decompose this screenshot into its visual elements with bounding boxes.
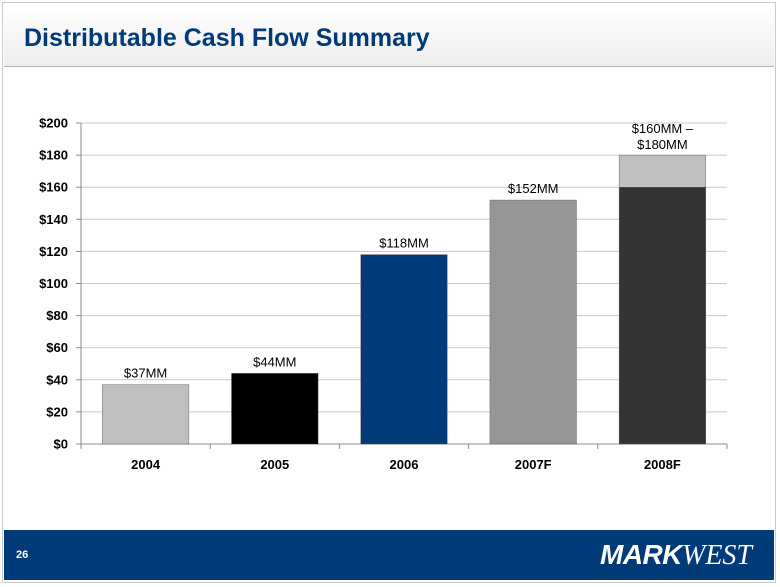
data-label-2007F: $152MM	[508, 181, 559, 196]
y-tick-label: $100	[39, 276, 68, 291]
page-title: Distributable Cash Flow Summary	[24, 24, 430, 52]
y-tick-label: $200	[39, 116, 68, 131]
y-tick-label: $60	[46, 340, 68, 355]
markwest-logo: MARKWEST	[600, 537, 752, 574]
logo-mark-text: MARK	[600, 539, 683, 570]
bar-2006	[360, 254, 448, 445]
x-tick-label: 2004	[131, 457, 161, 472]
title-bar: Distributable Cash Flow Summary	[4, 4, 774, 67]
y-tick-label: $80	[46, 308, 68, 323]
data-label-2008F: $160MM – $180MM	[632, 121, 694, 152]
x-tick-label: 2007F	[515, 457, 552, 472]
y-tick-label: $120	[39, 244, 68, 259]
bar-range-2008F	[618, 154, 706, 188]
y-tick-label: $40	[46, 372, 68, 387]
x-tick-label: 2008F	[644, 457, 681, 472]
data-label-2005: $44MM	[253, 354, 296, 369]
bar-2008F	[618, 186, 706, 445]
data-label-2004: $37MM	[124, 366, 167, 381]
y-tick-label: $160	[39, 180, 68, 195]
y-tick-label: $180	[39, 148, 68, 163]
x-tick-label: 2006	[390, 457, 419, 472]
y-tick-label: $0	[54, 437, 68, 452]
x-tick-label: 2005	[260, 457, 289, 472]
y-tick-label: $20	[46, 404, 68, 419]
logo-west-text: WEST	[682, 540, 752, 571]
bar-2007F	[489, 199, 577, 445]
data-label-2006: $118MM	[379, 236, 429, 251]
bar-2005	[231, 373, 319, 445]
bar-2004	[102, 384, 190, 445]
y-tick-label: $140	[39, 212, 68, 227]
footer-bar: 26 MARKWEST	[4, 530, 774, 580]
page-number: 26	[16, 549, 29, 561]
